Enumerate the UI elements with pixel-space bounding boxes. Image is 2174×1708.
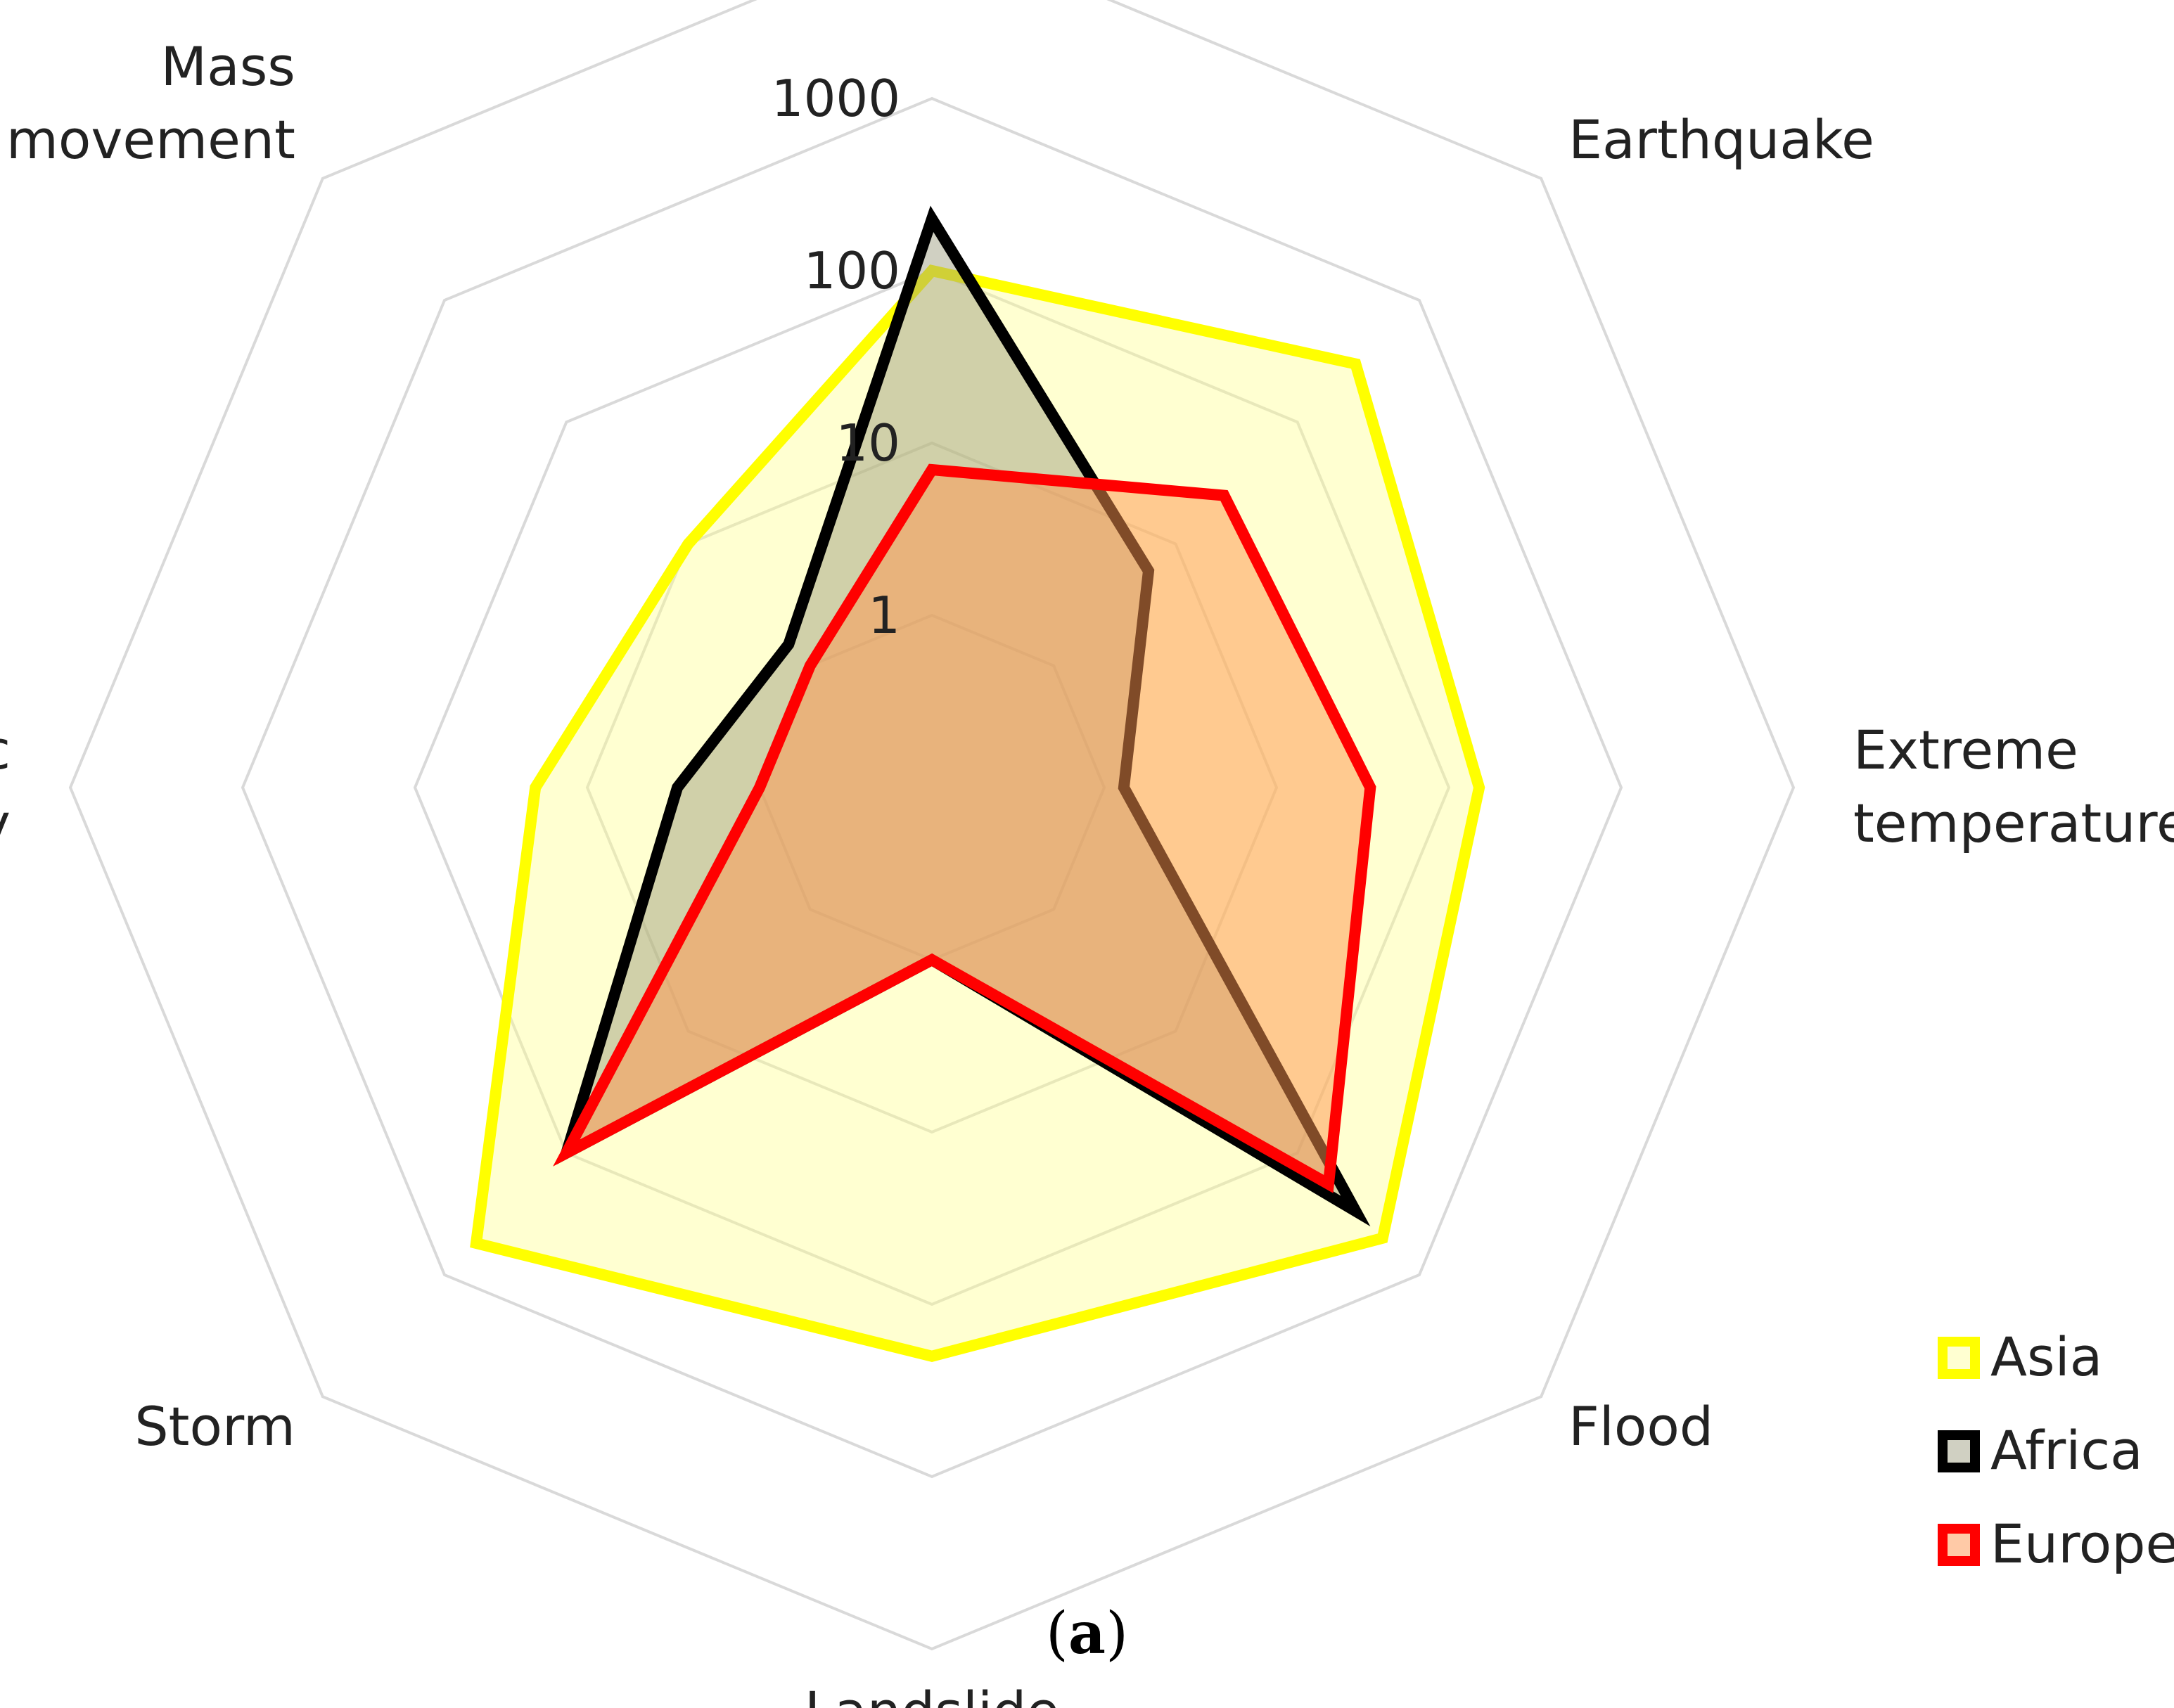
category-label: Extreme temperature [1853, 719, 2174, 854]
legend-swatch-africa [1938, 1430, 1980, 1472]
category-label-line: Extreme [1853, 719, 2078, 781]
category-label-line: temperature [1853, 792, 2174, 854]
series-europe [553, 463, 1376, 1193]
legend-label-europe: Europe [1990, 1513, 2174, 1575]
legend-swatch-europe [1938, 1524, 1980, 1566]
legend-label-africa: Africa [1990, 1419, 2143, 1482]
category-label-line: Volcanic [0, 719, 11, 781]
tick-label: 10 [836, 413, 900, 473]
grid-ring [241, 96, 1623, 1479]
caption-open: ( [1045, 1600, 1068, 1667]
category-label-line: Earthquake [1568, 108, 1874, 171]
caption-letter: a [1068, 1600, 1106, 1667]
category-label-line: movement [6, 108, 295, 171]
grid-ring [413, 269, 1451, 1306]
category-label-line: Flood [1568, 1395, 1713, 1458]
category-label-line: Mass [161, 35, 295, 98]
caption-close: ) [1106, 1600, 1129, 1667]
category-label: Mass movement [6, 35, 295, 171]
category-label: Earthquake [1568, 108, 1874, 171]
figure-caption: (a) [0, 1600, 2174, 1667]
category-label: Landslide [805, 1680, 1059, 1708]
legend-swatch-asia [1938, 1337, 1980, 1379]
legend-label-asia: Asia [1990, 1325, 2102, 1388]
category-label: Flood [1568, 1395, 1713, 1458]
grid-ring [68, 0, 1796, 1651]
tick-label: 1 [868, 586, 900, 645]
category-label-line: Landslide [805, 1680, 1059, 1708]
tick-labels: 110100100010000 [772, 69, 900, 645]
legend: Asia Africa Europe [1938, 1325, 2174, 1575]
category-label: Storm [134, 1395, 295, 1458]
tick-label: 1000 [772, 69, 900, 128]
series-polygons [470, 205, 1485, 1363]
category-label-line: Storm [134, 1395, 295, 1458]
category-label: Volcanic activity [0, 719, 11, 854]
tick-label: 100 [804, 241, 900, 300]
category-label-line: activity [0, 792, 11, 854]
